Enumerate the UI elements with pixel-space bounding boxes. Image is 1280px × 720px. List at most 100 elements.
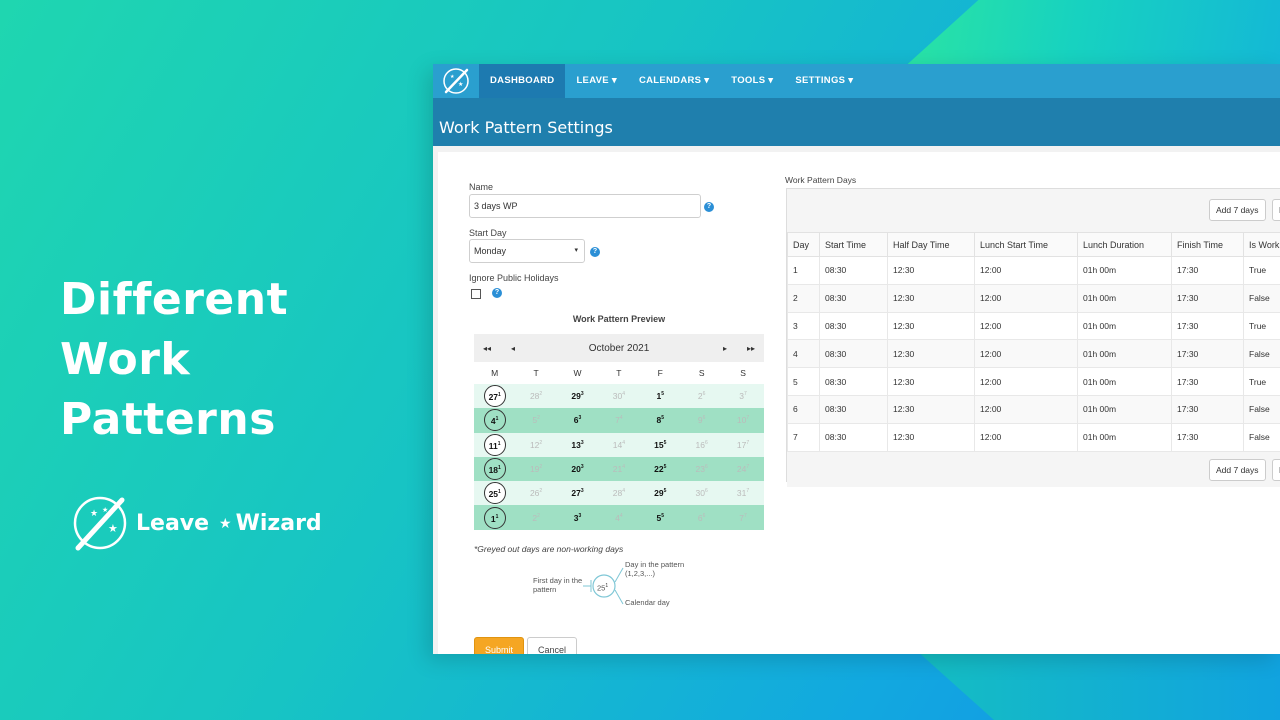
day-number: 5: [656, 512, 662, 523]
nav-tools[interactable]: TOOLS ▾: [731, 75, 774, 86]
calendar-day[interactable]: 247: [722, 464, 763, 474]
calendar-day[interactable]: 304: [598, 391, 639, 401]
calendar-day[interactable]: 107: [722, 415, 763, 425]
calendar-day[interactable]: 181: [474, 458, 515, 481]
column-header[interactable]: Half Day Time: [887, 232, 975, 257]
calendar-day[interactable]: 306: [681, 488, 722, 498]
calendar-day[interactable]: 166: [681, 440, 722, 450]
calendar-day[interactable]: 271: [474, 385, 515, 408]
table-header-row: Day Start Time Half Day Time Lunch Start…: [787, 232, 1280, 257]
prev-month-icon[interactable]: ◂: [510, 343, 515, 353]
calendar-day[interactable]: 133: [557, 440, 598, 450]
add-7-days-button-top[interactable]: Add 7 days: [1209, 199, 1266, 221]
calendar-day[interactable]: 63: [557, 415, 598, 425]
submit-button[interactable]: Submit: [474, 637, 524, 654]
calendar-day[interactable]: 33: [557, 513, 598, 523]
brand-name-right: Wizard: [235, 510, 322, 536]
table-cell: 2: [787, 283, 820, 313]
calendar-day[interactable]: 37: [722, 391, 763, 401]
pattern-day-index: 5: [661, 391, 665, 398]
next-month-icon[interactable]: ▸: [722, 343, 727, 353]
table-row[interactable]: 1 08:30 12:30 12:00 01h 00m 17:30 True: [787, 256, 1280, 285]
calendar-day[interactable]: 144: [598, 440, 639, 450]
first-month-icon[interactable]: ◂◂: [482, 343, 492, 353]
calendar-day[interactable]: 15: [640, 391, 681, 401]
table-cell: 01h 00m: [1077, 422, 1172, 452]
calendar-day[interactable]: 122: [515, 440, 556, 450]
calendar-day[interactable]: 52: [515, 415, 556, 425]
weekday-label: T: [616, 368, 622, 378]
cancel-button[interactable]: Cancel: [527, 637, 577, 654]
add-7-days-button-bottom[interactable]: Add 7 days: [1209, 458, 1266, 481]
calendar-day[interactable]: 295: [640, 488, 681, 498]
start-day-info-icon[interactable]: ?: [590, 247, 600, 257]
calendar-day[interactable]: 192: [515, 464, 556, 474]
calendar-day[interactable]: 55: [640, 513, 681, 523]
calendar-day[interactable]: 66: [681, 513, 722, 523]
calendar-day[interactable]: 155: [640, 440, 681, 450]
nav-dashboard[interactable]: DASHBOARD: [479, 64, 566, 98]
column-header[interactable]: Day: [787, 232, 820, 257]
calendar-day[interactable]: 96: [681, 415, 722, 425]
column-header[interactable]: Lunch Start Time: [974, 232, 1078, 257]
table-row[interactable]: 2 08:30 12:30 12:00 01h 00m 17:30 False: [787, 283, 1280, 313]
calendar-day[interactable]: 44: [598, 513, 639, 523]
column-header[interactable]: Start Time: [819, 232, 888, 257]
pattern-day-index: 6: [704, 439, 708, 446]
calendar-day[interactable]: 214: [598, 464, 639, 474]
calendar-day[interactable]: 251: [474, 482, 515, 505]
calendar-day[interactable]: 293: [557, 391, 598, 401]
calendar-day[interactable]: 11: [474, 506, 515, 529]
extra-button-top[interactable]: F: [1272, 199, 1280, 221]
column-header[interactable]: Finish Time: [1171, 232, 1244, 257]
calendar-day[interactable]: 203: [557, 464, 598, 474]
nav-leave[interactable]: LEAVE ▾: [576, 75, 617, 86]
calendar-day[interactable]: 262: [515, 488, 556, 498]
table-row[interactable]: 4 08:30 12:30 12:00 01h 00m 17:30 False: [787, 339, 1280, 369]
nav-settings[interactable]: SETTINGS ▾: [795, 75, 854, 86]
calendar-day[interactable]: 22: [515, 513, 556, 523]
calendar-day[interactable]: 317: [722, 488, 763, 498]
table-row[interactable]: 6 08:30 12:30 12:00 01h 00m 17:30 False: [787, 394, 1280, 424]
start-day-select[interactable]: Monday ▾: [469, 239, 585, 263]
nav-calendars[interactable]: CALENDARS ▾: [638, 75, 710, 86]
table-row[interactable]: 7 08:30 12:30 12:00 01h 00m 17:30 False: [787, 422, 1280, 452]
name-input[interactable]: 3 days WP: [469, 194, 701, 218]
preview-title: Work Pattern Preview: [572, 314, 666, 324]
calendar-day[interactable]: 225: [640, 464, 681, 474]
ignore-holidays-checkbox[interactable]: [471, 289, 481, 299]
name-info-icon[interactable]: ?: [704, 202, 714, 212]
calendar-day[interactable]: 41: [474, 409, 515, 432]
table-cell: 5: [787, 367, 820, 396]
day-number: 30: [695, 488, 705, 499]
ignore-holidays-info-icon[interactable]: ?: [492, 288, 502, 298]
calendar-day[interactable]: 74: [598, 415, 639, 425]
last-month-icon[interactable]: ▸▸: [746, 343, 756, 353]
table-row[interactable]: 3 08:30 12:30 12:00 01h 00m 17:30 True: [787, 311, 1280, 341]
table-cell: 7: [787, 422, 820, 452]
calendar-day[interactable]: 236: [681, 464, 722, 474]
table-row[interactable]: 5 08:30 12:30 12:00 01h 00m 17:30 True: [787, 367, 1280, 396]
calendar-day[interactable]: 77: [722, 513, 763, 523]
calendar-day[interactable]: 85: [640, 415, 681, 425]
day-number: 7: [615, 415, 620, 426]
pattern-day-index: 6: [702, 391, 706, 398]
extra-button-bottom[interactable]: F: [1272, 458, 1280, 481]
day-number: 27: [571, 488, 581, 499]
settings-panel: Name 3 days WP ? Start Day Monday ▾ ? Ig…: [438, 152, 1280, 654]
calendar-day[interactable]: 26: [681, 391, 722, 401]
app-logo-icon[interactable]: ★ ★: [433, 64, 479, 98]
column-header[interactable]: Is Work: [1243, 232, 1280, 257]
calendar-day[interactable]: 273: [557, 488, 598, 498]
table-cell: 12:00: [974, 422, 1078, 452]
table-cell: False: [1243, 422, 1280, 452]
day-number: 30: [612, 391, 623, 402]
calendar-day[interactable]: 111: [474, 433, 515, 456]
column-header[interactable]: Lunch Duration: [1077, 232, 1172, 257]
pattern-day-index: 7: [746, 464, 750, 471]
calendar-header: ◂◂ ◂ October 2021 ▸ ▸▸: [474, 334, 764, 362]
calendar-day[interactable]: 282: [515, 391, 556, 401]
calendar-day[interactable]: 284: [598, 488, 639, 498]
pattern-start-ring: 251: [483, 482, 506, 505]
calendar-day[interactable]: 177: [722, 440, 763, 450]
